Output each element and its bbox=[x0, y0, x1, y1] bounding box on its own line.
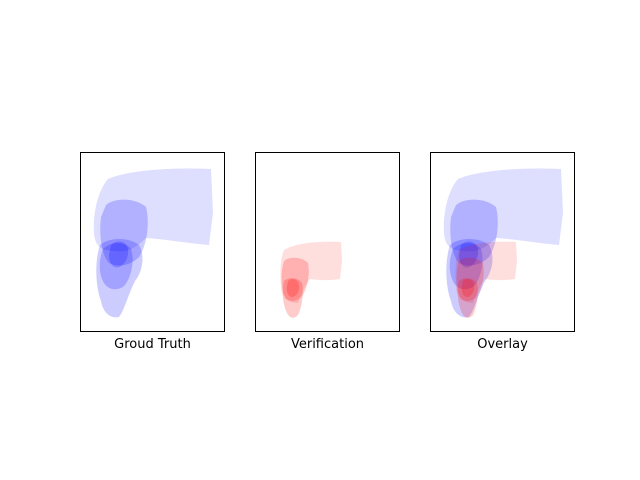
overlay-verification-region-mid bbox=[456, 257, 484, 301]
overlay-ground-truth-region-mid bbox=[450, 199, 498, 266]
verification-mask-plot bbox=[280, 241, 342, 318]
overlay-verification-region-lower bbox=[457, 278, 478, 318]
ground-truth-mask-plot bbox=[93, 168, 213, 318]
overlay-ground-truth-region-small bbox=[449, 243, 483, 290]
overlay-verification-region-large bbox=[455, 241, 517, 303]
verification-region-mid bbox=[281, 257, 309, 301]
verification-region-large bbox=[280, 241, 342, 303]
overlay-panel bbox=[430, 152, 575, 332]
overlay-mask-plot bbox=[443, 168, 563, 318]
overlay-ground-truth-region-large bbox=[443, 168, 563, 252]
overlay-ground-truth-region-core bbox=[459, 241, 479, 268]
verification-region-lower bbox=[282, 278, 303, 318]
ground-truth-region-lower bbox=[96, 239, 143, 318]
verification-region-core bbox=[286, 278, 300, 297]
ground-truth-region-mid bbox=[100, 199, 148, 266]
ground-truth-caption: Groud Truth bbox=[114, 337, 191, 352]
ground-truth-region-small bbox=[99, 243, 133, 290]
verification-caption: Verification bbox=[290, 337, 365, 352]
ground-truth-region-core bbox=[109, 241, 129, 268]
ground-truth-region-large bbox=[93, 168, 213, 252]
ground-truth-panel bbox=[80, 152, 225, 332]
overlay-verification-region-core bbox=[461, 278, 475, 297]
overlay-ground-truth-region-lower bbox=[446, 239, 493, 318]
verification-panel bbox=[255, 152, 400, 332]
overlay-caption: Overlay bbox=[477, 337, 528, 352]
